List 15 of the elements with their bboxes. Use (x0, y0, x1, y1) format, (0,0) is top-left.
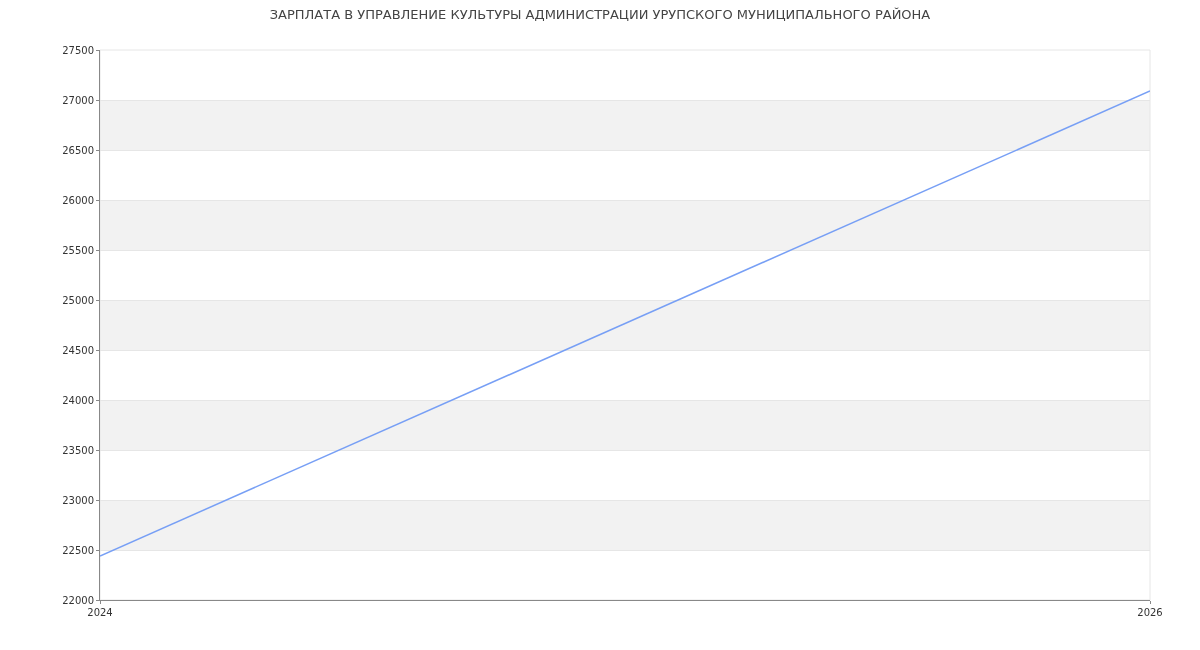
y-tick-label: 25500 (62, 244, 94, 256)
x-tick-label: 2026 (1137, 607, 1163, 618)
y-tick-label: 27000 (62, 94, 94, 106)
x-tick-label: 2024 (87, 607, 113, 618)
y-tick-label: 23000 (62, 494, 94, 506)
y-tick-label: 22500 (62, 544, 94, 556)
y-tick-label: 26000 (62, 194, 94, 206)
chart-title: ЗАРПЛАТА В УПРАВЛЕНИЕ КУЛЬТУРЫ АДМИНИСТРАЦИИ УРУПСКОГО МУНИЦИПАЛЬНОГО РАЙОНА (269, 6, 931, 22)
y-tick-label: 26500 (62, 144, 94, 156)
y-tick-label: 24500 (62, 344, 94, 356)
y-tick-label: 23500 (62, 444, 94, 456)
y-tick-label: 22000 (62, 594, 94, 606)
y-tick-label: 24000 (62, 394, 94, 406)
y-tick-label: 27500 (62, 44, 94, 56)
y-tick-label: 25000 (62, 294, 94, 306)
